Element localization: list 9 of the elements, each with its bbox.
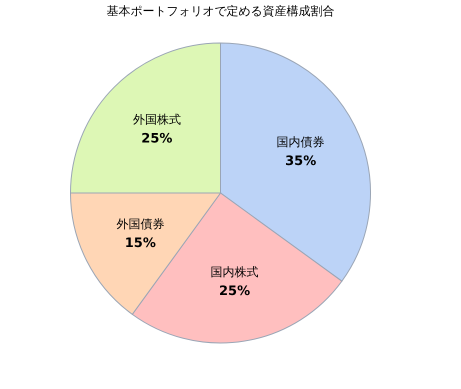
slice-label: 国内債券 — [276, 135, 325, 150]
slice-label: 国内株式 — [210, 264, 259, 279]
slice-label: 外国債券 — [116, 216, 164, 231]
data-label: 25% — [219, 284, 250, 299]
data-label: 35% — [285, 154, 316, 170]
chart-title: 基本ポートフォリオで定める資産構成割合 — [106, 4, 334, 18]
slice-label: 外国株式 — [132, 112, 181, 126]
data-label: 15% — [124, 236, 156, 251]
data-label: 25% — [141, 131, 172, 146]
